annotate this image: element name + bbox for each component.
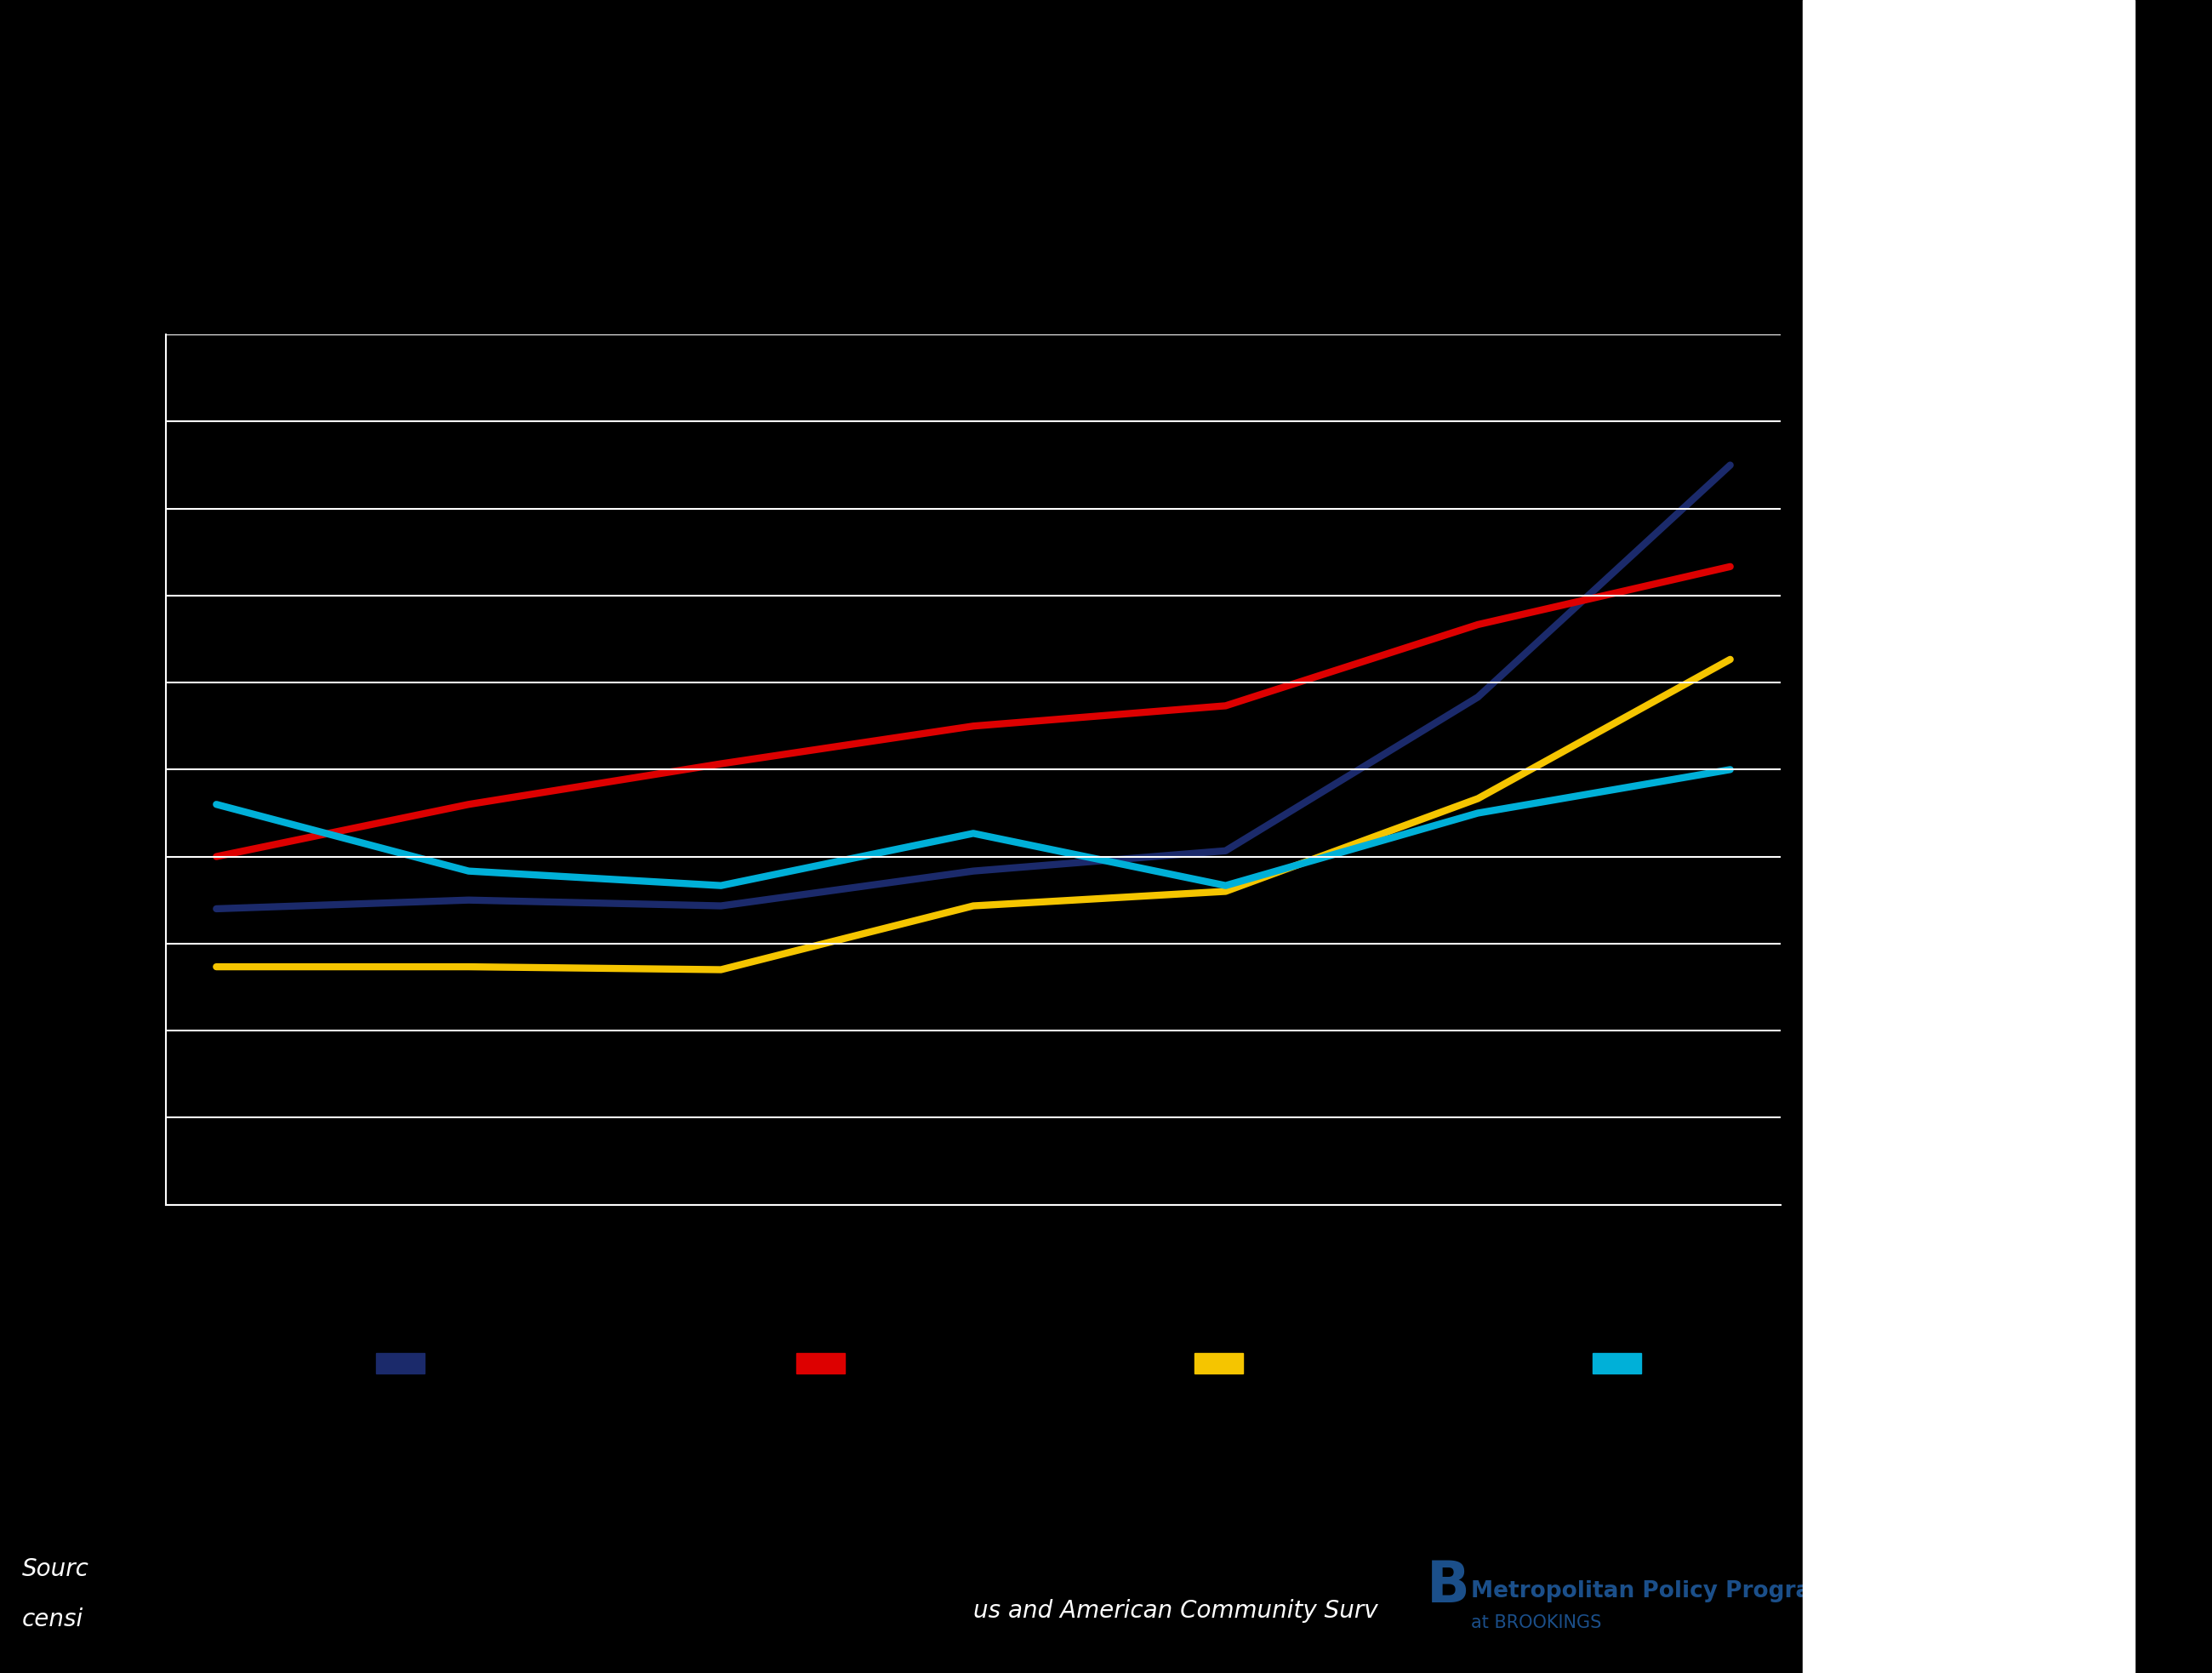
Text: at BROOKINGS: at BROOKINGS: [1471, 1614, 1601, 1631]
Text: Metropolitan Policy Program: Metropolitan Policy Program: [1471, 1581, 1834, 1603]
Text: censi: censi: [22, 1608, 84, 1631]
Text: Sourc: Sourc: [22, 1558, 88, 1581]
Text: M...: M...: [1869, 151, 1900, 167]
Text: us and American Community Surv: us and American Community Surv: [973, 1599, 1378, 1623]
Text: B: B: [1427, 1558, 1471, 1614]
